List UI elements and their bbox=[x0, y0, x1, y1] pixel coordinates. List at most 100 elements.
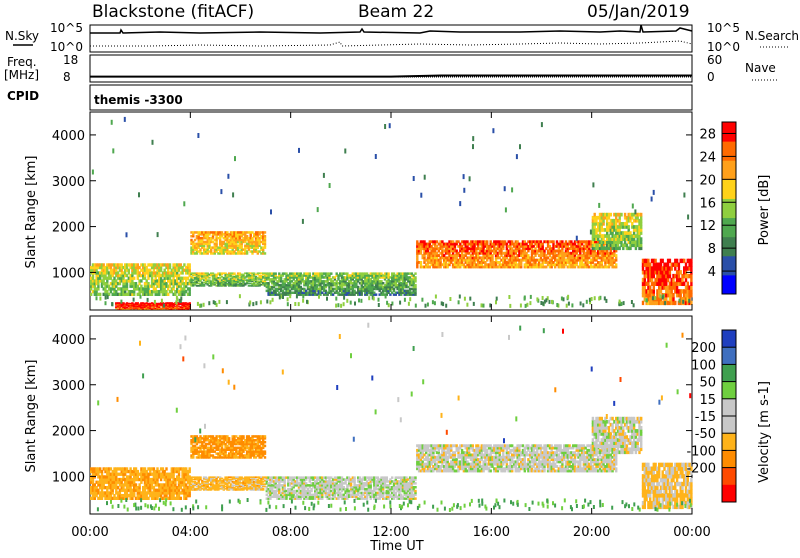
low-range-point bbox=[586, 300, 588, 304]
scatter-point bbox=[197, 133, 199, 138]
low-range-point bbox=[582, 303, 584, 307]
low-range-point bbox=[289, 294, 291, 298]
low-range-point bbox=[260, 300, 262, 304]
scatter-point bbox=[683, 193, 685, 198]
low-range-point bbox=[459, 295, 461, 299]
data-cell bbox=[309, 272, 311, 275]
low-range-point bbox=[386, 301, 388, 305]
data-cell bbox=[667, 278, 669, 282]
scatter-point bbox=[317, 207, 319, 212]
data-cell bbox=[669, 274, 671, 278]
data-cell bbox=[649, 263, 651, 267]
scatter-point bbox=[634, 209, 636, 214]
velocity-band-0 bbox=[90, 467, 191, 500]
low-range-point bbox=[445, 304, 447, 308]
data-cell bbox=[660, 289, 662, 293]
data-cell bbox=[620, 213, 622, 217]
low-range-point bbox=[545, 298, 547, 302]
low-range-point bbox=[530, 295, 532, 299]
low-range-point bbox=[337, 303, 339, 307]
data-cell bbox=[665, 297, 667, 301]
data-cell bbox=[683, 259, 685, 263]
low-range-point bbox=[239, 294, 241, 298]
noise-search-trace bbox=[90, 41, 692, 46]
scatter-point bbox=[220, 189, 222, 194]
data-cell bbox=[690, 263, 692, 267]
low-range-point bbox=[385, 295, 387, 299]
power-band-1 bbox=[115, 302, 191, 310]
data-cell bbox=[680, 293, 682, 297]
low-range-point bbox=[147, 298, 149, 302]
low-range-point bbox=[529, 301, 531, 305]
low-range-point bbox=[540, 301, 542, 305]
low-range-point bbox=[425, 304, 427, 308]
low-range-point bbox=[343, 302, 345, 306]
low-range-point bbox=[213, 300, 215, 304]
data-cell bbox=[674, 266, 676, 270]
low-range-point bbox=[568, 302, 570, 306]
data-cell bbox=[676, 285, 678, 289]
scatter-point bbox=[227, 174, 229, 179]
power-band-7 bbox=[642, 259, 693, 305]
scatter-point bbox=[270, 209, 272, 214]
low-range-point bbox=[664, 301, 666, 305]
data-cell bbox=[690, 285, 692, 289]
power-band-6 bbox=[592, 213, 643, 250]
low-range-point bbox=[542, 302, 544, 306]
low-range-point bbox=[368, 296, 370, 300]
low-range-point bbox=[340, 304, 342, 308]
data-cell bbox=[678, 274, 680, 278]
data-cell bbox=[672, 278, 674, 282]
data-cell bbox=[165, 467, 167, 470]
low-range-point bbox=[549, 300, 551, 304]
scatter-point bbox=[472, 144, 474, 149]
low-range-point bbox=[105, 296, 107, 300]
freq-label-2: [MHz] bbox=[4, 68, 39, 82]
data-cell bbox=[681, 278, 683, 282]
noise-sky-label: N.Sky bbox=[5, 29, 39, 43]
data-cell bbox=[99, 293, 101, 296]
data-cell bbox=[628, 225, 630, 229]
low-range-point bbox=[679, 299, 681, 303]
low-range-point bbox=[252, 302, 254, 306]
data-cell bbox=[615, 263, 617, 266]
low-range-point bbox=[378, 303, 380, 307]
low-range-point bbox=[335, 297, 337, 301]
low-range-point bbox=[378, 298, 380, 302]
low-range-point bbox=[343, 296, 345, 300]
cpid-panel: CPID themis -3300 bbox=[7, 85, 692, 110]
scatter-point bbox=[323, 173, 325, 178]
scatter-point bbox=[632, 204, 634, 209]
freq-trace bbox=[90, 76, 692, 77]
low-range-point bbox=[623, 301, 625, 305]
low-range-point bbox=[434, 301, 436, 305]
low-range-point bbox=[556, 303, 558, 307]
data-cell bbox=[264, 231, 266, 234]
low-range-point bbox=[208, 301, 210, 305]
nave-bottom-tick: 0 bbox=[707, 70, 715, 84]
data-cell bbox=[414, 276, 416, 279]
data-cell bbox=[690, 266, 692, 270]
scatter-point bbox=[420, 193, 422, 198]
data-cell bbox=[552, 240, 554, 243]
power-band-5 bbox=[416, 240, 617, 268]
low-range-point bbox=[604, 296, 606, 300]
low-range-point bbox=[415, 304, 417, 308]
noise-right-bottom-tick: 10^0 bbox=[707, 40, 740, 54]
low-range-point bbox=[302, 299, 304, 303]
data-cell bbox=[264, 235, 266, 238]
data-cell bbox=[647, 282, 649, 286]
data-cell bbox=[676, 259, 678, 263]
data-cell bbox=[685, 278, 687, 282]
data-cell bbox=[640, 237, 642, 241]
low-range-point bbox=[176, 298, 178, 302]
low-range-point bbox=[409, 297, 411, 301]
low-range-point bbox=[350, 301, 352, 305]
low-range-point bbox=[542, 296, 544, 300]
cpid-value: themis -3300 bbox=[94, 93, 183, 107]
data-cell bbox=[486, 240, 488, 243]
data-cell bbox=[647, 259, 649, 263]
data-cell bbox=[651, 278, 653, 282]
scatter-point bbox=[111, 120, 113, 125]
data-cell bbox=[615, 254, 617, 257]
